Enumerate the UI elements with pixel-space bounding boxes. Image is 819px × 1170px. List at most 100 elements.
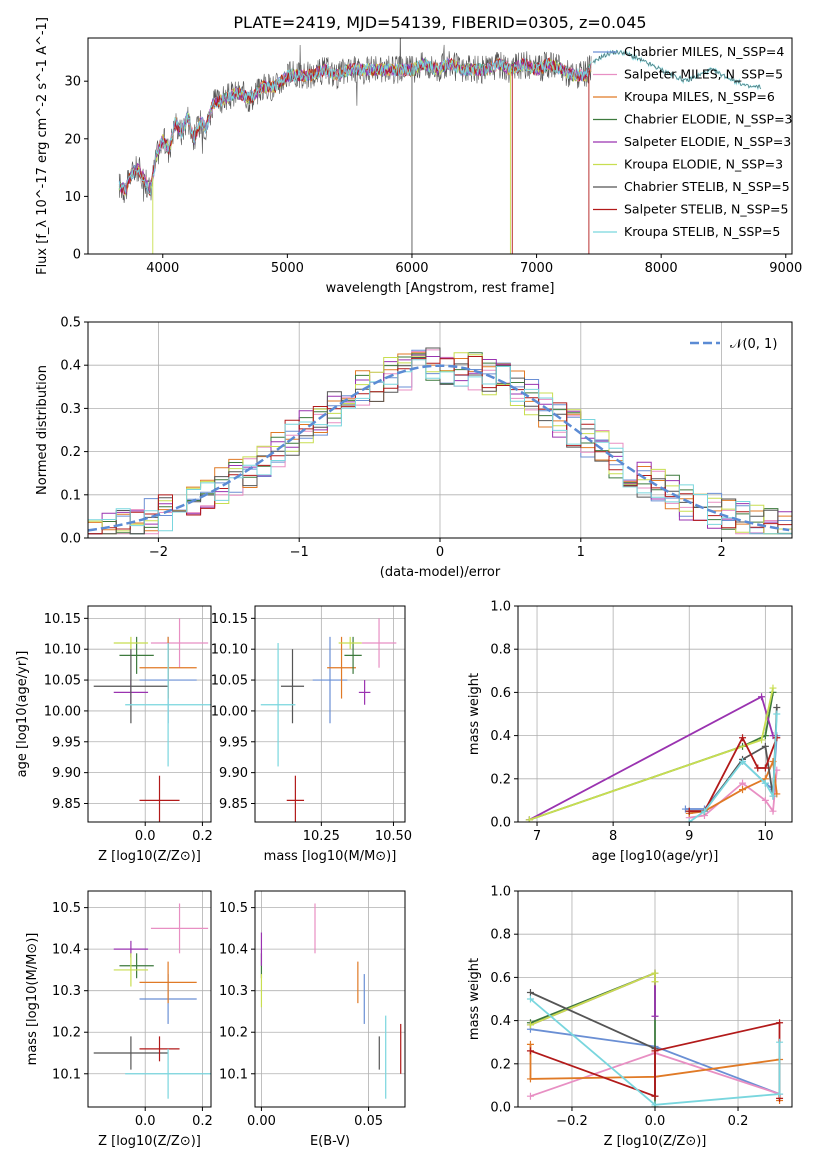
mass-weight-marker: [769, 684, 777, 692]
x-axis-label: age [log10(age/yr)]: [592, 849, 719, 864]
sfh-metallicity-panel: −0.2 0.0 0.2 0.0 0.2 0.4 0.6 0.8 1.0 Z [log10(Z/Z…: [467, 885, 793, 1149]
spectrum-continuation-data: [592, 50, 762, 90]
mass-weight-line: [528, 695, 774, 821]
y-tick-label: 10.1: [52, 1067, 81, 1082]
y-tick-label: 0.4: [490, 729, 511, 744]
mass-weight-marker: [776, 1090, 784, 1098]
x-tick-label: 1: [577, 545, 585, 560]
y-tick-label: 0.8: [490, 643, 511, 658]
x-tick-label: 10: [757, 829, 774, 844]
y-axis-label: age [log10(age/yr)]: [15, 651, 30, 778]
mass-weight-marker: [773, 734, 781, 742]
mass-weight-marker: [651, 1012, 659, 1020]
x-axis-label: mass [log10(M/M⊙)]: [264, 849, 397, 864]
x-tick-label: 5000: [271, 261, 304, 276]
x-tick-label: 0.2: [192, 829, 213, 844]
x-tick-label: 0.00: [247, 1114, 276, 1129]
mass-weight-marker: [526, 1092, 534, 1100]
y-tick-label: 10.10: [211, 643, 248, 658]
y-tick-label: 0.4: [60, 359, 81, 374]
mass-weight-marker: [773, 790, 781, 798]
mass-weight-marker: [526, 989, 534, 997]
legend-label: Chabrier STELIB, N_SSP=5: [624, 179, 790, 194]
y-tick-label: 10.2: [219, 1026, 248, 1041]
axes-frame: [87, 605, 212, 823]
y-tick-label: 10.05: [211, 674, 248, 689]
histogram-outline: [88, 356, 792, 535]
legend-label: 𝒩(0, 1): [730, 337, 777, 352]
mass-weight-line: [529, 998, 781, 1106]
y-tick-label: 0.4: [490, 1014, 511, 1029]
mass-weight-line: [688, 713, 778, 822]
x-tick-label: 0.2: [728, 1114, 749, 1129]
mass-weight-marker: [526, 1075, 534, 1083]
mass-weight-marker: [739, 758, 747, 766]
x-tick-label: 2: [717, 545, 725, 560]
mass-weight-marker: [776, 1019, 784, 1027]
plot-area: [260, 618, 397, 822]
plot-area: [88, 347, 792, 535]
mass-weight-marker: [685, 807, 693, 815]
y-tick-label: 10.3: [219, 984, 248, 999]
y-tick-label: 10.00: [211, 704, 248, 719]
x-tick-label: −2: [149, 545, 168, 560]
mass-weight-marker: [761, 779, 769, 787]
x-tick-label: 9000: [769, 261, 802, 276]
y-tick-label: 10.15: [211, 612, 248, 627]
mass-weight-marker: [761, 796, 769, 804]
mass-weight-marker: [685, 818, 693, 822]
y-tick-label: 0.0: [60, 532, 81, 547]
x-axis-label: E(B-V): [310, 1134, 350, 1149]
y-tick-label: 30: [64, 75, 81, 90]
y-tick-label: 9.85: [219, 797, 248, 812]
y-tick-label: 10.1: [219, 1067, 248, 1082]
plot-area: [260, 903, 402, 1099]
mass-weight-marker: [651, 1101, 659, 1107]
legend-label: Salpeter ELODIE, N_SSP=3: [624, 134, 791, 149]
mass-weight-marker: [526, 1021, 534, 1029]
y-tick-label: 9.95: [52, 735, 81, 750]
y-axis-label: mass [log10(M/M⊙)]: [25, 933, 40, 1066]
y-axis-label: mass weight: [467, 673, 482, 755]
y-tick-label: 0.2: [490, 1057, 511, 1072]
mass-weight-marker: [526, 995, 534, 1003]
mass-vs-ebv-panel: 0.00 0.05 10.1 10.2 10.3 10.4 10.5 E(B-V): [219, 890, 406, 1149]
x-tick-label: 0.05: [354, 1114, 383, 1129]
y-tick-label: 1.0: [490, 885, 511, 900]
mass-weight-marker: [773, 710, 781, 718]
y-tick-label: 1.0: [490, 600, 511, 615]
x-tick-label: 7000: [520, 261, 553, 276]
mass-weight-marker: [525, 816, 533, 822]
y-axis-label: Normed distribution: [35, 365, 50, 495]
y-tick-label: 9.90: [219, 766, 248, 781]
x-tick-label: 7: [533, 829, 541, 844]
y-tick-label: 10.3: [52, 984, 81, 999]
mass-weight-marker: [758, 736, 766, 744]
mass-weight-marker: [739, 786, 747, 794]
mass-weight-marker: [526, 1040, 534, 1048]
normal-curve: [88, 364, 790, 532]
y-axis-label: mass weight: [467, 958, 482, 1040]
axes-frame: [254, 890, 406, 1108]
y-tick-label: 0.2: [60, 445, 81, 460]
age-vs-mass-panel: 10.25 10.50 9.85 9.90 9.95 10.00 10.05 10.10 10.…: [211, 605, 412, 864]
y-tick-label: 10.00: [44, 704, 81, 719]
mass-weight-marker: [651, 969, 659, 977]
legend-label: Chabrier MILES, N_SSP=4: [624, 44, 784, 59]
legend-label: Kroupa MILES, N_SSP=6: [624, 89, 775, 104]
legend: Chabrier MILES, N_SSP=4 Salpeter MILES, N…: [593, 44, 793, 239]
y-tick-label: 0.3: [60, 402, 81, 417]
y-tick-label: 0.5: [60, 316, 81, 331]
y-tick-label: 10.2: [52, 1026, 81, 1041]
x-axis-label: Z [log10(Z/Z⊙)]: [98, 1134, 201, 1149]
y-tick-label: 9.95: [219, 735, 248, 750]
y-tick-label: 10.5: [52, 901, 81, 916]
y-tick-label: 0.1: [60, 488, 81, 503]
y-tick-label: 0.8: [490, 928, 511, 943]
x-tick-label: 4000: [146, 261, 179, 276]
y-axis-label: Flux [f_λ 10^-17 erg cm^-2 s^-1 A^-1]: [35, 17, 50, 275]
mass-weight-marker: [700, 807, 708, 815]
x-axis-label: Z [log10(Z/Z⊙)]: [604, 1134, 707, 1149]
plot-area: [118, 38, 762, 254]
